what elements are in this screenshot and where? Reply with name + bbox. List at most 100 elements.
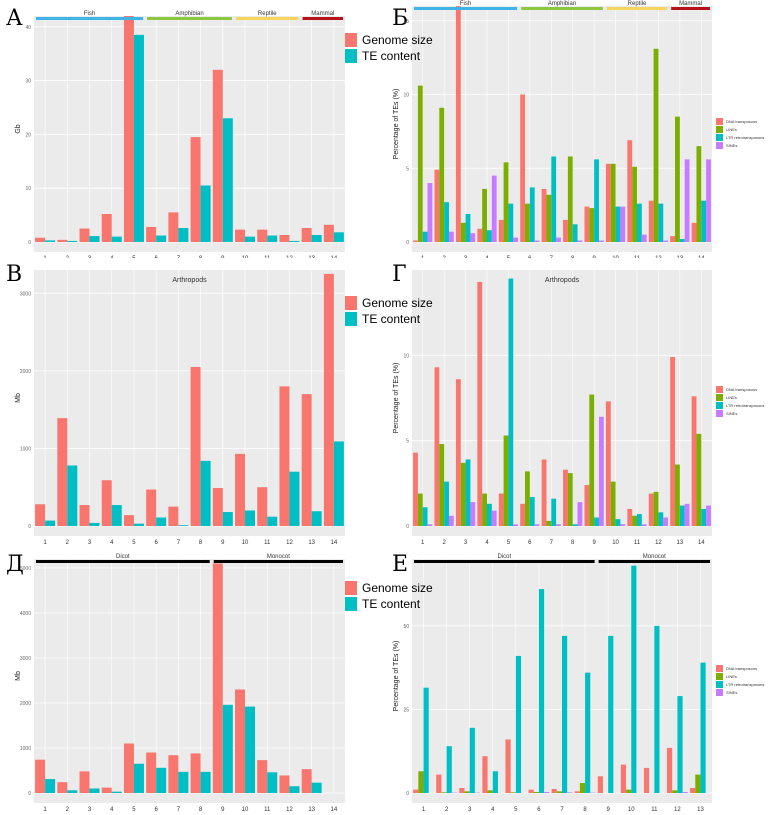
panel-letter-d: Д bbox=[6, 552, 24, 577]
bar bbox=[311, 235, 322, 242]
group-bar-monocot bbox=[213, 560, 343, 563]
x-tick-label: 3 bbox=[88, 540, 92, 545]
bar bbox=[477, 281, 483, 526]
chart-title: Arthropods bbox=[172, 277, 207, 284]
bar bbox=[529, 496, 535, 526]
bar bbox=[567, 792, 573, 793]
bar bbox=[311, 511, 322, 526]
bar bbox=[667, 747, 673, 793]
bar bbox=[279, 775, 290, 793]
bar bbox=[301, 769, 312, 793]
bar bbox=[679, 239, 685, 242]
group-bar-dicot bbox=[414, 560, 595, 563]
legend-size-d: Genome size TE content bbox=[345, 580, 433, 612]
group-bar-reptile bbox=[235, 17, 299, 20]
y-tick-label: 0 bbox=[406, 524, 409, 530]
group-label: Fish bbox=[460, 1, 471, 7]
bar bbox=[503, 162, 509, 242]
bar bbox=[641, 524, 647, 526]
group-bar-amphibian bbox=[521, 7, 603, 10]
x-tick-label: 12 bbox=[286, 540, 293, 545]
bar bbox=[610, 163, 616, 242]
bar bbox=[470, 233, 476, 242]
legend-size-a: Genome size TE content bbox=[345, 32, 433, 64]
legend-item-sine: SINEs bbox=[716, 688, 764, 696]
bar bbox=[605, 401, 611, 526]
legend-item-te: TE content bbox=[345, 311, 433, 327]
bar bbox=[146, 489, 157, 526]
legend-label: DNA transposons bbox=[726, 665, 758, 671]
legend-swatch bbox=[345, 49, 357, 63]
bar bbox=[632, 166, 637, 242]
x-tick-label: 7 bbox=[560, 807, 564, 813]
x-tick-label: 1 bbox=[43, 256, 47, 258]
x-tick-label: 10 bbox=[612, 256, 619, 258]
y-axis-label: Gb bbox=[15, 124, 22, 133]
legend-item-ltr: LTR retrotransposons bbox=[716, 680, 764, 688]
y-tick-label: 10 bbox=[403, 93, 409, 99]
x-tick-label: 13 bbox=[308, 540, 315, 545]
x-tick-label: 2 bbox=[442, 540, 446, 545]
bar bbox=[679, 505, 685, 526]
chart-panel-arthropod-genome: 0 1000 2000 3000 1 2 3 4 5 6 7 8 9 10 11 12 13 14 Arthropo… bbox=[0, 258, 384, 545]
y-tick-label: 20 bbox=[25, 132, 31, 138]
group-label: Amphibian bbox=[548, 1, 576, 7]
bar bbox=[423, 687, 429, 793]
bar bbox=[168, 212, 179, 242]
legend-swatch bbox=[716, 117, 723, 125]
bar bbox=[632, 515, 637, 526]
legend-item-dna: DNA transposons bbox=[716, 664, 764, 672]
bar bbox=[427, 524, 433, 526]
bar bbox=[418, 771, 424, 793]
x-tick-label: 14 bbox=[331, 807, 338, 813]
x-tick-label: 3 bbox=[88, 807, 92, 813]
group-label: Monocot bbox=[643, 554, 666, 560]
bar bbox=[534, 524, 540, 526]
bar bbox=[597, 776, 603, 793]
group-label: Dicot bbox=[116, 554, 130, 560]
x-tick-label: 11 bbox=[651, 807, 658, 813]
bar bbox=[444, 202, 449, 242]
bar bbox=[427, 183, 433, 242]
bar bbox=[615, 519, 621, 526]
x-tick-label: 2 bbox=[66, 807, 70, 813]
x-tick-label: 3 bbox=[464, 256, 468, 258]
x-tick-label: 8 bbox=[199, 807, 203, 813]
legend-swatch bbox=[716, 385, 723, 393]
bar bbox=[563, 219, 568, 242]
group-label: Amphibian bbox=[175, 11, 203, 17]
legend-te-g: DNA transposons LINEs LTR retrotransposo… bbox=[716, 385, 764, 417]
bar bbox=[615, 206, 621, 242]
x-tick-label: 7 bbox=[177, 256, 181, 258]
bar bbox=[510, 792, 516, 793]
bar bbox=[482, 188, 487, 242]
bar bbox=[289, 471, 300, 526]
y-tick-label: 50 bbox=[403, 624, 409, 630]
group-bar-monocot bbox=[598, 560, 710, 563]
bar bbox=[323, 273, 334, 526]
bar bbox=[469, 727, 475, 793]
x-tick-label: 7 bbox=[177, 807, 181, 813]
bar bbox=[610, 481, 616, 526]
bar bbox=[691, 396, 697, 526]
bar bbox=[133, 523, 144, 526]
bar bbox=[701, 200, 707, 242]
bar bbox=[35, 237, 46, 242]
group-label: Reptile bbox=[628, 1, 647, 7]
bar bbox=[574, 791, 580, 793]
x-tick-label: 9 bbox=[592, 540, 596, 545]
bar bbox=[279, 386, 290, 526]
bar bbox=[257, 487, 268, 526]
bar bbox=[584, 206, 590, 242]
bar bbox=[301, 228, 312, 242]
group-bar-amphibian bbox=[147, 17, 232, 20]
legend-item-dna: DNA transposons bbox=[716, 117, 764, 125]
bar bbox=[567, 473, 573, 526]
bar bbox=[608, 635, 614, 793]
bar bbox=[439, 107, 445, 243]
legend-item-genome: Genome size bbox=[345, 295, 433, 311]
y-tick-label: 0 bbox=[28, 524, 31, 530]
bar bbox=[101, 480, 112, 526]
group-label: Mammal bbox=[679, 1, 702, 7]
panel-letter-e: Е bbox=[392, 552, 409, 577]
